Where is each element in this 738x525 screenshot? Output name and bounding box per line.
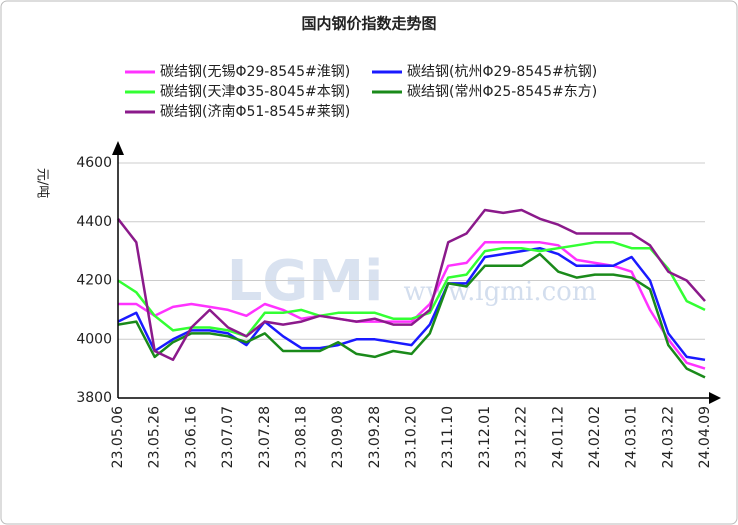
series-line [117, 208, 706, 362]
x-tick-label: 23.05.26 [147, 406, 163, 468]
x-tick-label: 23.06.16 [183, 406, 199, 468]
x-tick-label: 23.09.28 [367, 406, 383, 468]
chart-title: 国内钢价指数走势图 [301, 15, 436, 33]
series-line [117, 241, 706, 338]
x-tick-label: 23.12.01 [477, 406, 493, 468]
x-tick-label: 23.08.18 [293, 406, 309, 468]
legend-label: 碳结钢(常州Φ25-8545#东方) [407, 84, 597, 100]
y-axis-arrow [112, 141, 124, 155]
y-tick-label: 4400 [76, 214, 112, 230]
x-tick-label: 23.05.06 [110, 406, 126, 468]
y-tick-label: 4600 [76, 155, 112, 171]
x-tick-label: 23.09.08 [330, 406, 346, 468]
x-tick-label: 24.02.02 [587, 406, 603, 468]
y-tick-label: 4200 [76, 273, 112, 289]
series-line [117, 246, 706, 362]
x-tick-label: 23.11.10 [440, 406, 456, 468]
y-tick-label: 4000 [76, 331, 112, 347]
x-tick-label: 24.04.09 [697, 406, 713, 468]
x-tick-label: 23.12.22 [514, 406, 530, 468]
x-tick-label: 23.07.28 [257, 406, 273, 468]
x-tick-label: 23.07.07 [220, 406, 236, 468]
legend-label: 碳结钢(无锡Φ29-8545#淮钢) [160, 64, 350, 80]
series-line [117, 252, 706, 379]
x-tick-label: 24.01.12 [550, 406, 566, 468]
legend-label: 碳结钢(天津Φ35-8045#本钢) [160, 84, 350, 100]
y-tick-label: 3800 [76, 390, 112, 406]
legend-label: 碳结钢(济南Φ51-8545#莱钢) [160, 104, 350, 120]
x-tick-label: 24.03.01 [624, 406, 640, 468]
x-tick-label: 24.03.22 [660, 406, 676, 468]
y-axis-label: 元/吨 [35, 168, 50, 198]
x-axis-arrow [709, 392, 721, 404]
x-tick-label: 23.10.20 [404, 406, 420, 468]
watermark-logo: LGMi [227, 249, 384, 314]
legend-label: 碳结钢(杭州Φ29-8545#杭钢) [407, 64, 597, 80]
